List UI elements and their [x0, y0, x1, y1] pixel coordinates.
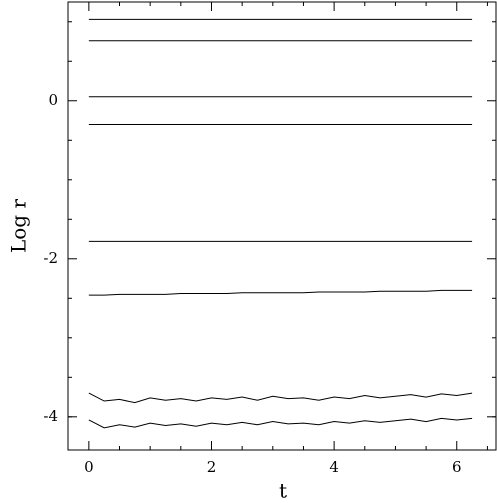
x-axis-label: t: [279, 479, 287, 503]
series-line: [88, 392, 473, 404]
x-tick-label: 4: [329, 458, 339, 476]
x-tick-label: 0: [84, 458, 94, 476]
x-tick-label: 2: [207, 458, 217, 476]
y-axis-label: Log r: [7, 199, 31, 253]
series-line: [88, 417, 473, 429]
y-tick-label: 0: [48, 91, 58, 109]
plot-frame: [67, 1, 497, 451]
y-tick-label: -2: [43, 249, 58, 267]
x-tick-label: 6: [452, 458, 462, 476]
series-line: [88, 289, 473, 296]
y-tick-label: -4: [43, 407, 58, 425]
